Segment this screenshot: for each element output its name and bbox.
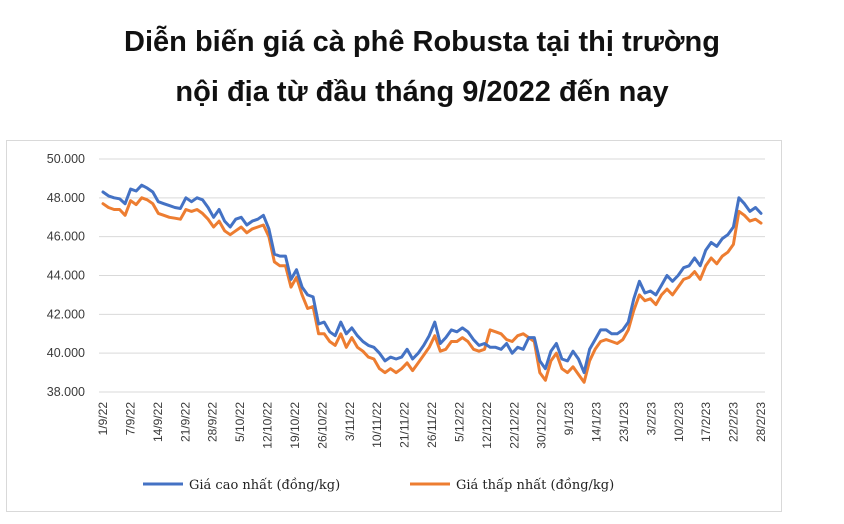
x-tick-label: 23/1/23: [617, 402, 631, 442]
x-tick-label: 28/2/23: [754, 402, 768, 442]
series-line-gia-cao-nhat: [101, 183, 763, 375]
x-tick-label: 5/12/22: [452, 402, 466, 442]
x-axis-ticks: 1/9/22 7/9/22 14/9/22 21/9/22 28/9/22 5/10/22…: [96, 402, 768, 449]
x-tick-label: 26/11/22: [425, 402, 439, 448]
x-tick-label: 21/9/22: [178, 402, 192, 442]
line-chart: 38.000 40.000 42.000 44.000 46.000 48.000 50.0…: [47, 152, 768, 493]
y-tick-label: 50.000: [47, 152, 85, 166]
x-tick-label: 12/12/22: [480, 402, 494, 449]
x-tick-label: 9/1/23: [562, 402, 576, 436]
legend-label-high: Giá cao nhất (đồng/kg): [189, 477, 340, 493]
legend: Giá cao nhất (đồng/kg) Giá thấp nhất (đồ…: [143, 477, 614, 493]
x-tick-label: 10/11/22: [370, 402, 384, 448]
x-tick-label: 30/12/22: [535, 402, 549, 449]
x-tick-label: 21/11/22: [398, 402, 412, 448]
y-tick-label: 46.000: [47, 230, 85, 244]
x-tick-label: 19/10/22: [288, 402, 302, 449]
x-tick-label: 3/11/22: [343, 402, 357, 441]
gridlines: [99, 158, 765, 393]
y-tick-label: 44.000: [47, 269, 85, 283]
x-tick-label: 26/10/22: [315, 402, 329, 449]
x-tick-label: 5/10/22: [233, 402, 247, 442]
y-axis-ticks: 38.000 40.000 42.000 44.000 46.000 48.000 50.0…: [47, 152, 85, 399]
x-tick-label: 10/2/23: [672, 402, 686, 442]
x-tick-label: 22/2/23: [727, 402, 741, 442]
x-tick-label: 17/2/23: [699, 402, 713, 442]
x-tick-label: 22/12/22: [507, 402, 521, 449]
chart-title-line-1: Diễn biến giá cà phê Robusta tại thị trư…: [124, 26, 720, 58]
x-tick-label: 12/10/22: [261, 402, 275, 449]
y-tick-label: 48.000: [47, 191, 85, 205]
legend-label-low: Giá thấp nhất (đồng/kg): [456, 477, 614, 493]
x-tick-label: 3/2/23: [644, 402, 658, 436]
y-tick-label: 40.000: [47, 346, 85, 360]
series-line-gia-thap-nhat: [101, 196, 763, 384]
series-lines: [101, 183, 763, 384]
chart-area: 38.000 40.000 42.000 44.000 46.000 48.000 50.0…: [6, 140, 782, 512]
x-tick-label: 14/1/23: [590, 402, 604, 442]
x-tick-label: 1/9/22: [96, 402, 110, 436]
x-tick-label: 7/9/22: [123, 402, 137, 436]
y-tick-label: 42.000: [47, 307, 85, 321]
chart-title-line-2: nội địa từ đầu tháng 9/2022 đến nay: [175, 76, 669, 108]
x-tick-label: 28/9/22: [206, 402, 220, 442]
x-tick-label: 14/9/22: [151, 402, 165, 442]
y-tick-label: 38.000: [47, 385, 85, 399]
